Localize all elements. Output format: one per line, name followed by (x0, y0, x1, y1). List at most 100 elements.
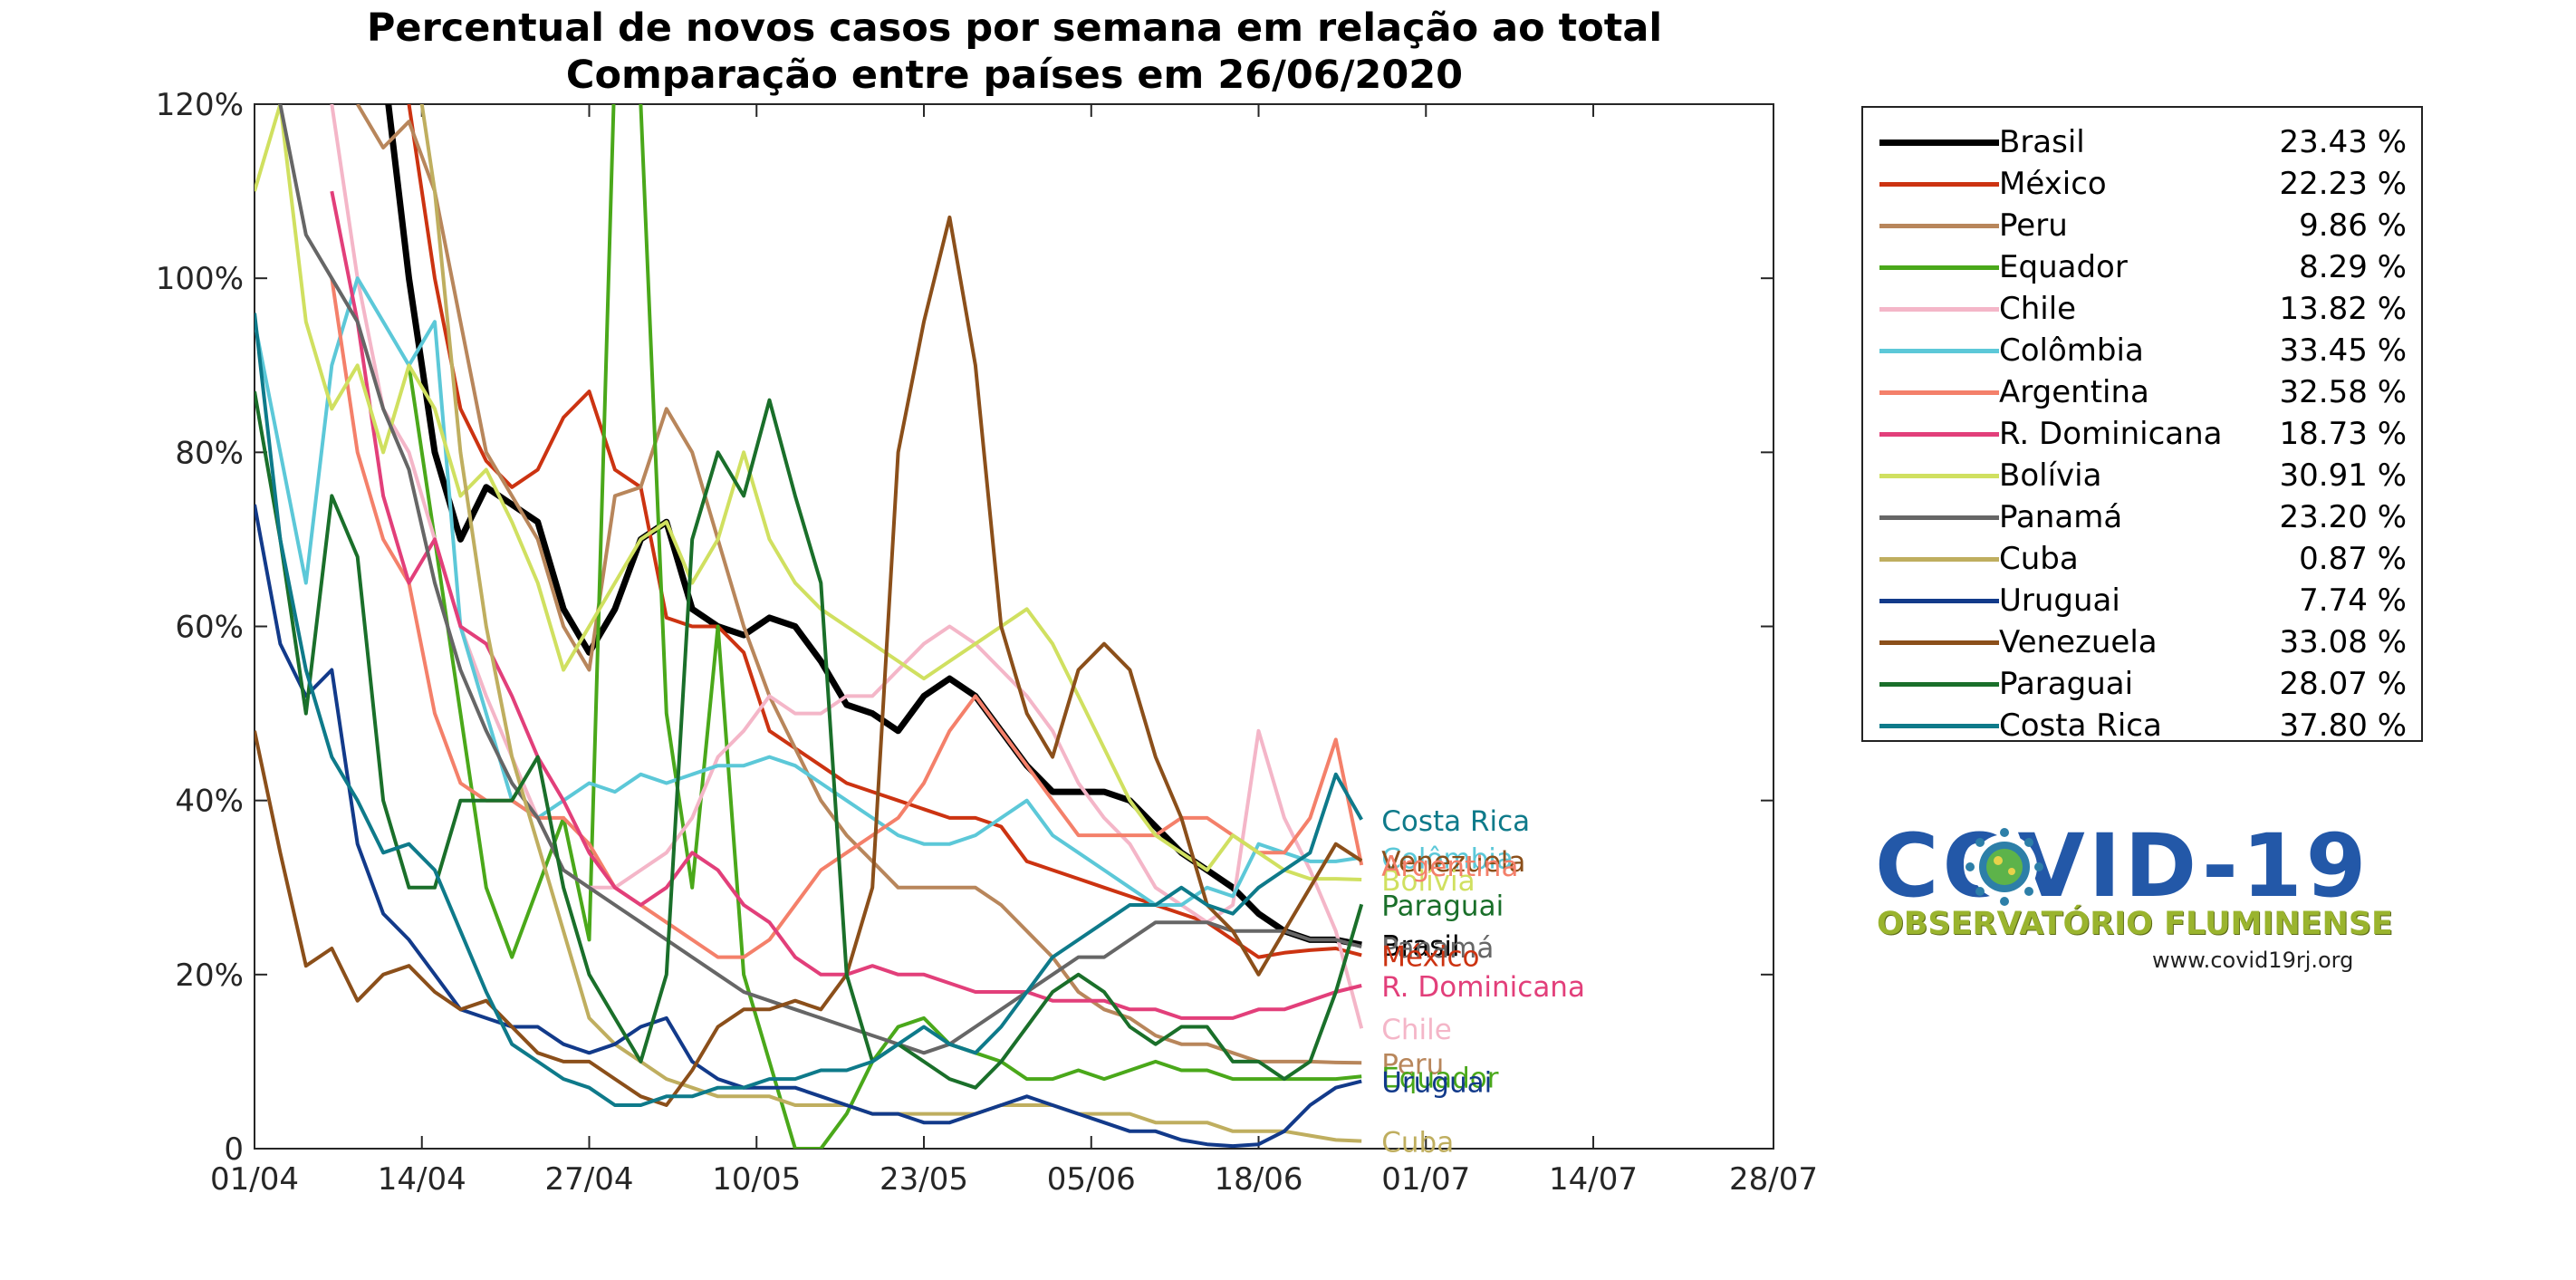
legend-entry: Argentina 32.58 % (1863, 372, 2421, 414)
legend-entry: Venezuela 33.08 % (1863, 622, 2421, 664)
legend: Brasil 23.43 % México 22.23 % Peru 9.86 % Equa… (1861, 106, 2423, 744)
legend-swatch (1879, 140, 1999, 146)
legend-value: 30.91 % (2279, 457, 2407, 494)
legend-swatch (1879, 557, 1999, 562)
logo-title: COVID-19 (1875, 815, 2370, 917)
legend-value: 0.87 % (2299, 541, 2407, 577)
legend-entry: Colômbia 33.45 % (1863, 331, 2421, 372)
series-line-bol-via (255, 104, 1362, 881)
legend-entry: Brasil 23.43 % (1863, 122, 2421, 164)
legend-swatch (1879, 515, 1999, 520)
end-label: Equador (1381, 1062, 1499, 1094)
legend-value: 23.20 % (2279, 499, 2407, 535)
legend-entry: Panamá 23.20 % (1863, 497, 2421, 539)
legend-name: Venezuela (1999, 624, 2158, 660)
legend-entry: Paraguai 28.07 % (1863, 664, 2421, 706)
legend-name: Chile (1999, 291, 2077, 327)
legend-entry: R. Dominicana 18.73 % (1863, 414, 2421, 456)
legend-name: Uruguai (1999, 582, 2120, 619)
chart-subtitle: Comparação entre países em 26/06/2020 (565, 53, 1464, 98)
series-line-panam- (278, 104, 1362, 1055)
legend-entry: Peru 9.86 % (1863, 206, 2421, 247)
plot-frame (254, 103, 1774, 1150)
x-tick-label: 05/06 (1047, 1161, 1136, 1198)
legend-swatch (1879, 307, 1999, 312)
y-tick-label: 60% (175, 610, 244, 646)
legend-name: Argentina (1999, 374, 2149, 410)
x-tick-label: 10/05 (712, 1161, 801, 1198)
legend-swatch (1879, 182, 1999, 187)
legend-value: 13.82 % (2279, 291, 2407, 327)
series-lines (255, 104, 1364, 1149)
legend-swatch (1879, 474, 1999, 478)
legend-name: Equador (1999, 249, 2128, 285)
legend-entry: Costa Rica 37.80 % (1863, 706, 2421, 747)
end-label: Brasil (1381, 930, 1459, 963)
end-label: Cuba (1381, 1127, 1454, 1160)
end-label: R. Dominicana (1381, 971, 1585, 1004)
legend-entry: México 22.23 % (1863, 164, 2421, 206)
legend-value: 7.74 % (2299, 582, 2407, 619)
legend-name: Costa Rica (1999, 707, 2162, 744)
x-tick-label: 01/07 (1381, 1161, 1470, 1198)
end-label: Colômbia (1381, 843, 1514, 876)
y-tick-label: 80% (175, 435, 244, 471)
legend-swatch (1879, 349, 1999, 353)
end-label: Bolívia (1381, 865, 1475, 898)
end-label: Venezuela (1381, 846, 1525, 879)
end-label: Paraguai (1381, 890, 1504, 922)
y-tick-label: 120% (156, 87, 244, 123)
legend-value: 28.07 % (2279, 666, 2407, 702)
y-tick-label: 20% (175, 958, 244, 994)
end-label: México (1381, 940, 1479, 973)
legend-swatch (1879, 390, 1999, 395)
series-line-venezuela (255, 215, 1363, 1107)
series-line-costa-rica (255, 313, 1363, 1107)
series-line-uruguai (255, 504, 1362, 1149)
legend-swatch (1879, 724, 1999, 728)
series-line-paraguai (255, 390, 1364, 1090)
legend-swatch (1879, 599, 1999, 603)
x-tick-label: 14/07 (1549, 1161, 1638, 1198)
y-tick-label: 40% (175, 784, 244, 820)
legend-entry: Equador 8.29 % (1863, 247, 2421, 289)
legend-value: 22.23 % (2279, 166, 2407, 202)
end-label: Chile (1381, 1014, 1452, 1046)
logo-subtitle: OBSERVATÓRIO FLUMINENSE (1877, 906, 2393, 942)
legend-swatch (1879, 640, 1999, 645)
y-tick-label: 100% (156, 261, 244, 297)
legend-name: Peru (1999, 207, 2068, 244)
end-label: Peru (1381, 1048, 1444, 1081)
series-line-chile (330, 104, 1364, 1029)
series-line-col-mbia (255, 276, 1362, 907)
x-tick-label: 14/04 (378, 1161, 466, 1198)
legend-name: México (1999, 166, 2107, 202)
x-tick-label: 28/07 (1729, 1161, 1818, 1198)
x-tick-label: 01/04 (210, 1161, 299, 1198)
legend-name: Paraguai (1999, 666, 2134, 702)
end-label: Panamá (1381, 932, 1494, 965)
legend-value: 32.58 % (2279, 374, 2407, 410)
x-tick-label: 18/06 (1215, 1161, 1303, 1198)
logo-url: www.covid19rj.org (2152, 948, 2354, 973)
x-tick-label: 23/05 (879, 1161, 968, 1198)
covid-logo: COVID-19 OBSERVATÓRIO FLUMINENSE www.cov… (1866, 815, 2393, 996)
legend-name: R. Dominicana (1999, 416, 2223, 452)
legend-value: 37.80 % (2279, 707, 2407, 744)
legend-name: Colômbia (1999, 332, 2144, 369)
legend-entry: Cuba 0.87 % (1863, 539, 2421, 581)
legend-name: Brasil (1999, 124, 2085, 160)
legend-name: Panamá (1999, 499, 2123, 535)
coronavirus-icon (1966, 828, 2043, 906)
legend-value: 9.86 % (2299, 207, 2407, 244)
legend-swatch (1879, 265, 1999, 270)
legend-value: 33.45 % (2279, 332, 2407, 369)
legend-value: 8.29 % (2299, 249, 2407, 285)
legend-swatch (1879, 432, 1999, 437)
legend-entry: Uruguai 7.74 % (1863, 581, 2421, 622)
end-label: Costa Rica (1381, 805, 1530, 838)
end-label: Argentina (1381, 851, 1518, 883)
series-line-peru (355, 104, 1362, 1065)
